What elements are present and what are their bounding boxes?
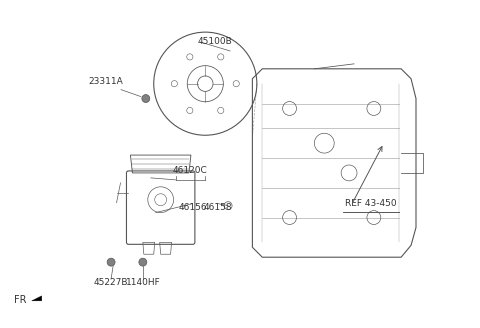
Circle shape <box>107 258 115 266</box>
Circle shape <box>142 94 150 103</box>
Text: FR: FR <box>14 295 26 305</box>
Text: 1140HF: 1140HF <box>125 278 160 287</box>
Polygon shape <box>32 296 42 301</box>
Text: 46158: 46158 <box>204 203 232 212</box>
Text: 46120C: 46120C <box>173 166 208 175</box>
Circle shape <box>139 258 147 266</box>
Text: 23311A: 23311A <box>89 77 123 86</box>
Text: 45227B: 45227B <box>94 278 128 287</box>
Text: REF 43-450: REF 43-450 <box>345 199 396 208</box>
Text: 46156: 46156 <box>178 203 207 212</box>
Text: 45100B: 45100B <box>198 37 233 46</box>
